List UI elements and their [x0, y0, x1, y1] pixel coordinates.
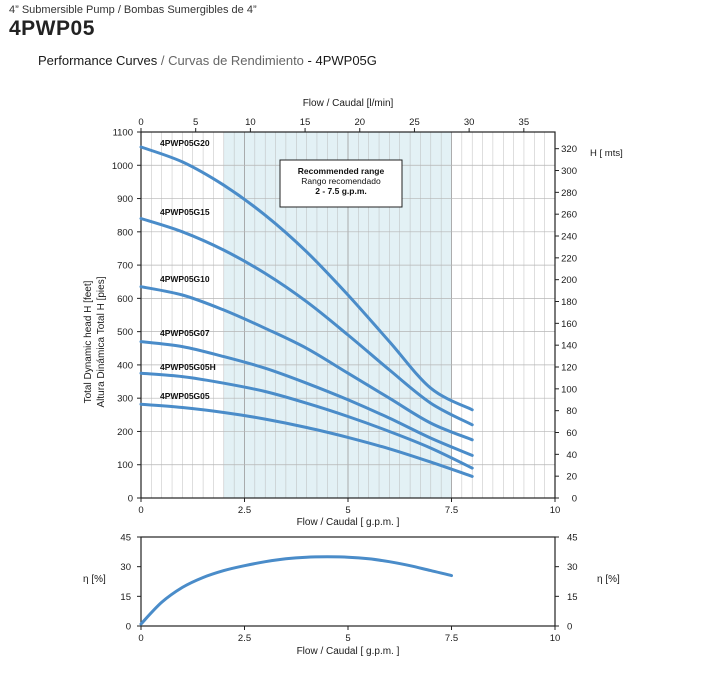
- recommended-range-box: [279, 159, 403, 208]
- x-top-tick-label: 35: [519, 117, 530, 128]
- performance-title-es: Curvas de Rendimiento: [168, 53, 304, 68]
- eff-y-right-tick-label: 0: [567, 622, 572, 633]
- eff-x-tick-label: 10: [550, 633, 561, 644]
- eff-x-axis-title: Flow / Caudal [ g.p.m. ]: [297, 646, 400, 657]
- y-right-tick-label: 240: [561, 232, 577, 243]
- curve-efficiency: [139, 555, 453, 626]
- y-right-tick-label: 320: [561, 144, 577, 155]
- y-right-tick-label: 20: [566, 472, 577, 483]
- eff-y-axis-title: η [%]: [83, 574, 106, 585]
- x-top-tick-label: 10: [245, 117, 256, 128]
- x-top-tick-label: 5: [193, 117, 198, 128]
- y-tick-label: 400: [117, 360, 133, 371]
- eff-x-tick-label: 7.5: [445, 633, 458, 644]
- recommended-range-value: 2 - 7.5 g.p.m.: [315, 186, 367, 196]
- series-label: 4PWP05G05: [160, 391, 210, 401]
- y-right-tick-label: 220: [561, 253, 577, 264]
- x-tick-label: 10: [550, 505, 561, 516]
- eff-y-tick-label: 45: [120, 533, 131, 544]
- recommended-range-label: Recommended range: [298, 166, 385, 176]
- recommended-range-label-es: Rango recomendado: [301, 176, 381, 186]
- x-top-tick-label: 20: [354, 117, 365, 128]
- y-right-tick-label: 40: [566, 450, 577, 461]
- eff-y-tick-label: 30: [120, 562, 131, 573]
- x-tick-label: 7.5: [445, 505, 458, 516]
- y-right-tick-label: 120: [561, 363, 577, 374]
- y-right-tick-label: 100: [561, 384, 577, 395]
- y-right-tick-label: 200: [561, 275, 577, 286]
- performance-title-model: - 4PWP05G: [303, 53, 377, 68]
- y-right-tick-label: 180: [561, 297, 577, 308]
- eff-y-right-tick-label: 30: [567, 562, 578, 573]
- y-right-tick-label: 80: [566, 406, 577, 417]
- y-right-tick-label: 60: [566, 428, 577, 439]
- y-tick-label: 200: [117, 427, 133, 438]
- y-right-tick-label: 280: [561, 188, 577, 199]
- performance-title: Performance Curves / Curvas de Rendimien…: [38, 53, 377, 68]
- eff-y-right-tick-label: 15: [567, 592, 578, 603]
- eff-y-tick-label: 0: [126, 622, 131, 633]
- y-right-tick-label: 140: [561, 341, 577, 352]
- y-tick-label: 700: [117, 261, 133, 272]
- eff-y-right-axis-title: η [%]: [597, 574, 620, 585]
- curve-4PWP05G20: [139, 145, 474, 412]
- series-label: 4PWP05G15: [160, 207, 210, 217]
- performance-title-en: Performance Curves: [38, 53, 158, 68]
- model-title: 4PWP05: [9, 17, 95, 40]
- eff-x-tick-label: 2.5: [238, 633, 251, 644]
- y-right-axis-title: H [ mts]: [590, 148, 623, 159]
- x-axis-title: Flow / Caudal [ g.p.m. ]: [297, 517, 400, 528]
- y-tick-label: 1000: [112, 161, 133, 172]
- y-right-tick-label: 0: [572, 494, 577, 505]
- y-tick-label: 300: [117, 394, 133, 405]
- x-top-tick-label: 25: [409, 117, 420, 128]
- y-axis-title-en: Total Dynamic head H [feet]: [83, 280, 94, 403]
- curve-4PWP05G05: [139, 402, 474, 478]
- y-right-tick-label: 160: [561, 319, 577, 330]
- y-tick-label: 500: [117, 327, 133, 338]
- eff-y-right-tick-label: 45: [567, 533, 578, 544]
- y-right-tick-label: 260: [561, 210, 577, 221]
- y-tick-label: 600: [117, 294, 133, 305]
- series-label: 4PWP05G05H: [160, 362, 216, 372]
- series-label: 4PWP05G20: [160, 138, 210, 148]
- x-tick-label: 5: [345, 505, 350, 516]
- eff-y-tick-label: 15: [120, 592, 131, 603]
- performance-title-separator: /: [157, 53, 169, 68]
- series-label: 4PWP05G10: [160, 274, 210, 284]
- x-top-tick-label: 15: [300, 117, 311, 128]
- eff-x-tick-label: 0: [138, 633, 143, 644]
- curve-4PWP05G05H: [139, 371, 474, 470]
- eff-x-tick-label: 5: [345, 633, 350, 644]
- x-tick-label: 2.5: [238, 505, 251, 516]
- x-tick-label: 0: [138, 505, 143, 516]
- y-right-tick-label: 300: [561, 166, 577, 177]
- y-axis-title-es: Altura Dinámica Total H [pies]: [96, 276, 107, 407]
- y-tick-label: 900: [117, 194, 133, 205]
- curve-4PWP05G07: [139, 340, 474, 457]
- x-top-axis-title: Flow / Caudal [l/min]: [303, 98, 394, 109]
- curve-4PWP05G15: [139, 217, 474, 427]
- pump-subtitle: 4” Submersible Pump / Bombas Sumergibles…: [9, 4, 257, 16]
- y-tick-label: 800: [117, 227, 133, 238]
- y-tick-label: 0: [128, 494, 133, 505]
- series-label: 4PWP05G07: [160, 328, 210, 338]
- efficiency-plot-frame: [140, 536, 556, 627]
- curve-4PWP05G10: [139, 285, 474, 442]
- y-tick-label: 100: [117, 460, 133, 471]
- y-tick-label: 1100: [113, 128, 133, 139]
- x-top-tick-label: 30: [464, 117, 475, 128]
- x-top-tick-label: 0: [138, 117, 143, 128]
